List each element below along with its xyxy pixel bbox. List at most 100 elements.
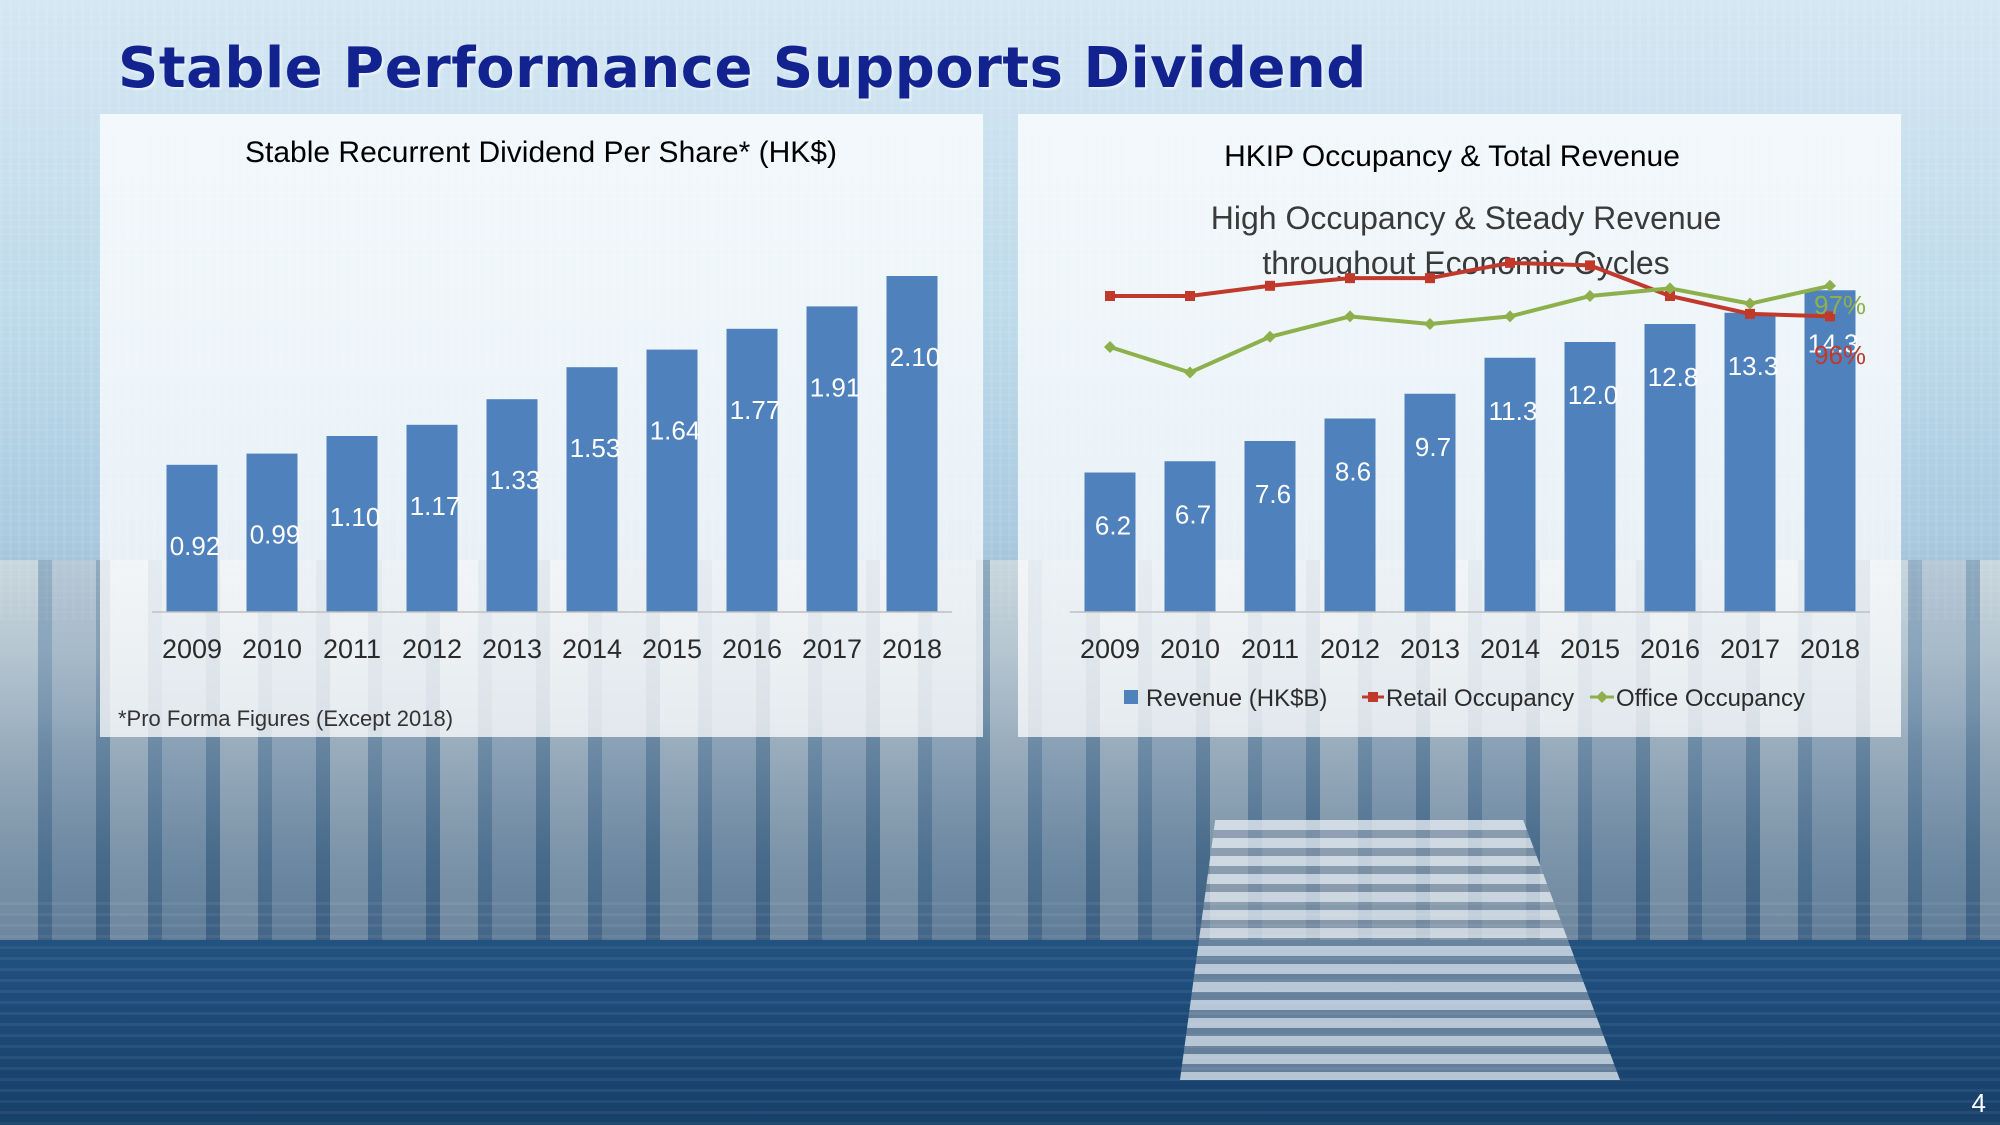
legend-office-label: Office Occupancy	[1616, 685, 1805, 712]
dividend-x-tick-2016: 2016	[722, 634, 782, 664]
occupancy-x-tick-2010: 2010	[1160, 634, 1220, 664]
dividend-bar-2011	[326, 436, 378, 612]
dividend-bar-value-2014: 1.53	[570, 433, 621, 463]
dividend-bar-2009	[166, 464, 218, 612]
dividend-x-tick-2015: 2015	[642, 634, 702, 664]
dividend-bar-value-2011: 1.10	[330, 502, 381, 532]
revenue-bar-2011	[1244, 441, 1296, 612]
office-occupancy-point-2010	[1184, 366, 1196, 379]
dividend-x-tick-2018: 2018	[882, 634, 942, 664]
retail-occupancy-point-2014	[1505, 257, 1515, 268]
revenue-bar-value-2009: 6.2	[1095, 511, 1131, 541]
occupancy-revenue-chart: HKIP Occupancy & Total Revenue High Occu…	[1070, 140, 1870, 712]
dividend-bar-2013	[486, 399, 538, 612]
slide-title: Stable Performance Supports Dividend	[118, 36, 1367, 101]
legend-retail-label: Retail Occupancy	[1386, 685, 1574, 712]
revenue-bar-2018	[1804, 290, 1856, 612]
dividend-x-tick-2013: 2013	[482, 634, 542, 664]
retail-occupancy-point-2012	[1345, 273, 1355, 284]
retail-occupancy-point-2013	[1425, 273, 1435, 284]
office-occupancy-point-2013	[1424, 318, 1436, 331]
retail-occupancy-point-2017	[1745, 308, 1755, 319]
dividend-bar-2016	[726, 328, 778, 612]
retail-occupancy-point-2010	[1185, 291, 1195, 301]
revenue-bar-2014	[1484, 357, 1536, 612]
revenue-bar-value-2016: 12.8	[1648, 362, 1699, 392]
revenue-bar-2009	[1084, 472, 1136, 612]
dividend-bar-2015	[646, 349, 698, 612]
revenue-bar-value-2018: 14.3	[1808, 328, 1859, 358]
office-occupancy-point-2012	[1344, 310, 1356, 323]
retail-occupancy-point-2015	[1585, 260, 1595, 271]
office-occupancy-line	[1109, 283, 1831, 375]
dividend-bar-value-2015: 1.64	[650, 416, 701, 446]
dividend-x-tick-2012: 2012	[402, 634, 462, 664]
dividend-bar-value-2013: 1.33	[490, 465, 541, 495]
office-occupancy-point-2017	[1744, 297, 1756, 310]
dividend-x-tick-2010: 2010	[242, 634, 302, 664]
retail-occupancy-point-2011	[1265, 280, 1275, 291]
dividend-bar-value-2012: 1.17	[410, 491, 461, 521]
retail-occupancy-point-2018	[1825, 311, 1835, 322]
dividend-bar-2012	[406, 424, 458, 612]
dividend-chart: Stable Recurrent Dividend Per Share* (HK…	[118, 136, 952, 731]
dividend-bar-value-2010: 0.99	[250, 520, 301, 550]
office-occupancy-point-2015	[1584, 290, 1596, 302]
revenue-bar-value-2012: 8.6	[1335, 457, 1371, 487]
dividend-chart-title: Stable Recurrent Dividend Per Share* (HK…	[245, 136, 837, 169]
retail-occupancy-line	[1110, 260, 1831, 319]
dividend-x-tick-2009: 2009	[162, 634, 222, 664]
revenue-bar-value-2010: 6.7	[1175, 499, 1211, 529]
occupancy-x-tick-2014: 2014	[1480, 634, 1540, 664]
occupancy-revenue-chart-panel: HKIP Occupancy & Total Revenue High Occu…	[1018, 114, 1901, 737]
revenue-bar-2017	[1724, 312, 1776, 612]
retail-occupancy-point-2009	[1105, 291, 1115, 301]
occupancy-chart-subtitle-line-2: throughout Economic Cycles	[1262, 245, 1669, 281]
page-number: 4	[1971, 1088, 1986, 1118]
occupancy-x-tick-2009: 2009	[1080, 634, 1140, 664]
dividend-bar-value-2016: 1.77	[730, 395, 781, 425]
background-harbour-water	[0, 900, 2000, 1125]
office-occupancy-point-2009	[1104, 341, 1116, 353]
office-occupancy-point-2018	[1824, 279, 1836, 292]
revenue-bar-2013	[1404, 393, 1456, 612]
occupancy-x-tick-2011: 2011	[1241, 634, 1299, 664]
occupancy-x-tick-2013: 2013	[1400, 634, 1460, 664]
dividend-bar-2014	[566, 367, 618, 612]
revenue-bar-2010	[1164, 461, 1216, 612]
occupancy-x-tick-2016: 2016	[1640, 634, 1700, 664]
revenue-bar-value-2014: 11.3	[1489, 396, 1538, 426]
office-occupancy-end-label: 97%	[1814, 290, 1866, 320]
revenue-bar-2015	[1564, 342, 1616, 612]
dividend-bar-value-2018: 2.10	[890, 342, 941, 372]
office-occupancy-point-2011	[1264, 330, 1276, 343]
revenue-bar-value-2013: 9.7	[1415, 432, 1451, 462]
occupancy-chart-subtitle-line-1: High Occupancy & Steady Revenue	[1211, 200, 1722, 236]
retail-occupancy-end-label: 96%	[1814, 340, 1866, 370]
dividend-bar-2017	[806, 306, 858, 612]
dividend-x-tick-2011: 2011	[323, 634, 381, 664]
office-occupancy-point-2016	[1664, 282, 1676, 295]
legend-retail-marker	[1368, 692, 1378, 702]
legend-office-marker	[1596, 691, 1608, 703]
dividend-x-tick-2014: 2014	[562, 634, 622, 664]
occupancy-x-tick-2015: 2015	[1560, 634, 1620, 664]
revenue-bar-value-2011: 7.6	[1255, 479, 1291, 509]
legend-revenue-swatch	[1124, 690, 1138, 704]
revenue-bar-value-2015: 12.0	[1568, 380, 1619, 410]
dividend-bar-2018	[886, 276, 938, 612]
dividend-bar-value-2009: 0.92	[170, 531, 221, 561]
dividend-footnote: *Pro Forma Figures (Except 2018)	[118, 706, 453, 731]
retail-occupancy-point-2016	[1665, 291, 1675, 301]
legend-revenue-label: Revenue (HK$B)	[1146, 685, 1327, 712]
occupancy-chart-title: HKIP Occupancy & Total Revenue	[1224, 140, 1680, 173]
occupancy-x-tick-2018: 2018	[1800, 634, 1860, 664]
office-occupancy-point-2014	[1504, 310, 1516, 323]
occupancy-chart-legend: Revenue (HK$B) Retail Occupancy Office O…	[1124, 685, 1805, 712]
dividend-bar-value-2017: 1.91	[810, 372, 861, 402]
revenue-bar-2012	[1324, 418, 1376, 612]
occupancy-x-tick-2012: 2012	[1320, 634, 1380, 664]
revenue-bar-2016	[1644, 324, 1696, 612]
dividend-bar-2010	[246, 453, 298, 612]
dividend-x-tick-2017: 2017	[802, 634, 862, 664]
